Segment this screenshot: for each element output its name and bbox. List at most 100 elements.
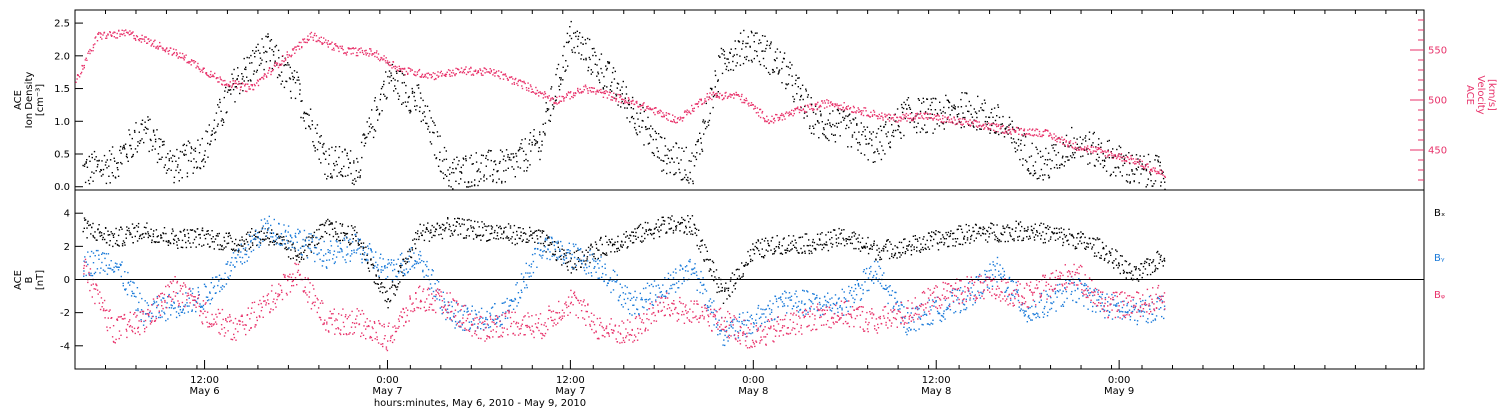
density-point	[946, 118, 949, 120]
density-point	[210, 140, 212, 142]
velocity-point	[882, 117, 884, 119]
bx-point	[540, 242, 542, 245]
velocity-point	[358, 48, 361, 50]
density-point	[1155, 154, 1157, 157]
bx-point	[803, 245, 805, 247]
density-point	[1136, 169, 1138, 171]
by-point	[120, 275, 122, 278]
density-point	[1044, 174, 1046, 176]
velocity-point	[1029, 128, 1031, 130]
density-point	[1162, 177, 1165, 180]
velocity-point	[444, 75, 446, 77]
velocity-point	[289, 55, 291, 57]
velocity-point	[997, 131, 999, 133]
velocity-point	[1082, 149, 1085, 151]
bx-point	[972, 226, 974, 229]
bx-point	[1130, 272, 1132, 274]
density-point	[296, 71, 298, 73]
density-point	[126, 153, 128, 155]
bx-point	[699, 251, 702, 253]
density-point	[713, 94, 716, 97]
velocity-point	[866, 114, 868, 117]
bx-point	[968, 229, 970, 232]
velocity-point	[900, 117, 902, 120]
velocity-point	[115, 37, 117, 39]
density-point	[458, 160, 460, 162]
density-point	[111, 172, 113, 174]
bx-point	[745, 261, 747, 264]
by-point	[117, 266, 119, 268]
density-point	[944, 112, 946, 114]
velocity-point	[624, 101, 626, 103]
bx-point	[580, 266, 582, 268]
velocity-point	[465, 66, 467, 68]
bx-point	[109, 240, 111, 242]
density-point	[391, 63, 394, 66]
density-point	[399, 70, 402, 72]
density-point	[314, 127, 317, 130]
density-point	[965, 105, 967, 107]
density-point	[617, 104, 619, 106]
density-point	[168, 158, 170, 160]
bx-point	[687, 215, 689, 217]
density-point	[405, 84, 407, 87]
density-point	[515, 155, 518, 157]
bx-point	[708, 270, 710, 272]
velocity-point	[232, 83, 234, 86]
velocity-point	[283, 60, 285, 62]
by-point	[110, 267, 112, 270]
velocity-point	[1150, 169, 1152, 171]
velocity-point	[490, 71, 492, 73]
bx-point	[1052, 233, 1055, 235]
velocity-point	[772, 122, 775, 124]
bx-point	[658, 226, 660, 228]
bx-point	[511, 242, 513, 244]
velocity-point	[190, 64, 192, 66]
bx-point	[867, 252, 870, 255]
velocity-point	[750, 102, 753, 104]
velocity-point	[327, 46, 329, 48]
density-point	[521, 147, 523, 150]
velocity-point	[137, 38, 140, 41]
bx-point	[972, 230, 974, 233]
bx-point	[879, 256, 881, 259]
density-point	[317, 141, 320, 143]
bx-point	[312, 236, 314, 238]
density-point	[1086, 148, 1088, 150]
bx-point	[1011, 228, 1014, 231]
velocity-point	[546, 96, 549, 98]
bx-point	[1017, 236, 1019, 238]
density-point	[1061, 163, 1063, 166]
density-point	[290, 97, 292, 99]
bx-point	[367, 261, 369, 264]
density-point	[700, 142, 702, 144]
density-point	[649, 134, 651, 136]
bx-point	[285, 246, 287, 248]
density-point	[277, 49, 280, 52]
density-point	[898, 125, 900, 128]
bx-point	[1084, 236, 1086, 239]
bx-point	[810, 250, 812, 252]
density-point	[236, 78, 238, 81]
density-point	[119, 149, 121, 152]
density-point	[800, 96, 802, 98]
bx-point	[287, 248, 289, 250]
bx-point	[933, 238, 935, 241]
velocity-point	[871, 115, 874, 117]
bx-point	[525, 233, 527, 235]
density-point	[579, 32, 581, 34]
density-point	[727, 58, 729, 60]
velocity-point	[782, 114, 785, 116]
density-point	[456, 156, 458, 158]
density-point	[292, 75, 294, 78]
density-point	[968, 100, 970, 103]
velocity-point	[997, 125, 999, 127]
velocity-point	[272, 68, 274, 71]
velocity-point	[639, 105, 641, 108]
velocity-point	[884, 116, 887, 118]
density-point	[96, 166, 99, 168]
bx-point	[443, 230, 446, 232]
bx-point	[672, 229, 675, 232]
bx-point	[459, 233, 462, 235]
density-point	[601, 72, 603, 74]
